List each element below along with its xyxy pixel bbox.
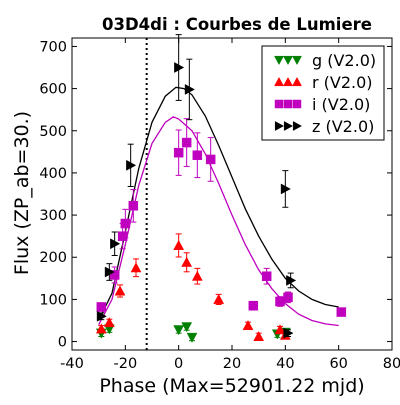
data-point	[336, 307, 347, 317]
data-point	[109, 270, 120, 280]
data-point	[283, 292, 293, 303]
fit-curve	[98, 116, 339, 327]
legend-label: r (V2.0)	[312, 73, 373, 92]
legend-box	[261, 45, 385, 141]
data-point	[173, 239, 185, 250]
legend-marker	[283, 99, 293, 109]
data-point	[242, 320, 254, 331]
data-point	[117, 231, 128, 241]
legend-marker	[283, 121, 294, 131]
fit-curve	[98, 86, 339, 321]
data-point	[205, 154, 216, 165]
x-axis-label: Phase (Max=52901.22 mjd)	[99, 375, 364, 397]
chart-title: 03D4di : Courbes de Lumiere	[102, 15, 372, 34]
data-point	[261, 271, 272, 281]
legend-label: z (V2.0)	[312, 117, 374, 136]
data-point	[126, 159, 137, 171]
legend-label: g (V2.0)	[312, 51, 376, 70]
data-point	[186, 332, 198, 343]
data-point	[283, 327, 294, 339]
data-point	[95, 323, 107, 334]
data-point	[280, 183, 291, 195]
data-point	[173, 147, 184, 158]
data-point	[110, 238, 121, 250]
data-point	[191, 270, 203, 281]
data-point	[184, 84, 195, 95]
y-tick-label: 200	[39, 250, 67, 266]
data-point	[181, 256, 193, 267]
y-tick-label: 300	[39, 208, 67, 224]
data-point	[192, 150, 203, 160]
plot-area: -40 -20 0 20 40 60 80 0 100 200 300 400 500 600 700	[39, 34, 400, 372]
data-point	[130, 262, 142, 273]
data-point	[103, 317, 115, 328]
data-point	[173, 325, 185, 336]
data-point	[96, 302, 107, 312]
x-tick-label: 60	[329, 356, 347, 372]
legend-marker	[292, 121, 303, 131]
y-tick-label: 600	[39, 82, 67, 98]
y-tick-label: 400	[39, 166, 67, 182]
legend-marker	[274, 99, 284, 109]
data-point	[275, 296, 285, 307]
legend-marker	[274, 76, 284, 87]
y-tick-label: 100	[39, 292, 67, 308]
y-tick-label: 500	[39, 124, 67, 140]
legend-marker	[292, 76, 302, 87]
legend-marker	[283, 76, 293, 87]
x-tick-label: 20	[223, 356, 241, 372]
legend-marker	[292, 55, 302, 66]
data-point	[120, 218, 131, 229]
legend-marker	[274, 121, 285, 131]
y-tick-label: 0	[58, 335, 67, 351]
x-tick-label: 80	[383, 356, 400, 372]
legend-label: i (V2.0)	[312, 95, 370, 114]
data-point	[96, 310, 107, 322]
x-tick-label: -20	[113, 356, 137, 372]
data-point	[128, 201, 139, 211]
legend-marker	[292, 99, 302, 109]
data-point	[181, 322, 193, 333]
data-point	[174, 62, 185, 73]
y-axis-label: Flux (ZP_ab=30.)	[11, 111, 33, 275]
legend: g (V2.0) r (V2.0) i (V2.0) z (V2.0)	[261, 45, 385, 141]
data-point	[248, 300, 259, 311]
data-point	[181, 137, 192, 148]
legend-marker	[283, 55, 293, 66]
x-tick-label: 0	[174, 356, 183, 372]
data-point	[114, 285, 126, 296]
data-point	[253, 330, 265, 342]
legend-marker	[274, 55, 284, 66]
data-point	[286, 275, 297, 286]
x-tick-label: -40	[60, 356, 84, 372]
x-tick-label: 40	[276, 356, 294, 372]
y-tick-label: 700	[39, 39, 67, 55]
data-point	[104, 266, 115, 278]
data-point	[213, 293, 225, 304]
